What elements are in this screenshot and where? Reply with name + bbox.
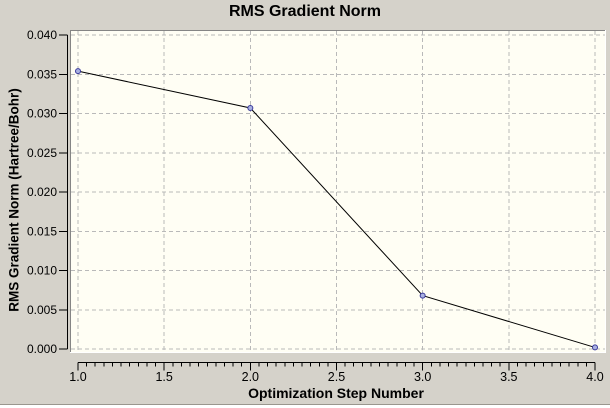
bottom-edge-highlight xyxy=(0,405,610,408)
chart-title: RMS Gradient Norm xyxy=(228,3,381,20)
y-tick-label: 0.040 xyxy=(27,28,57,42)
data-point[interactable] xyxy=(419,292,426,299)
data-point[interactable] xyxy=(592,344,598,351)
y-tick-label: 0.035 xyxy=(27,67,57,81)
y-tick-label: 0.020 xyxy=(27,185,57,199)
y-tick-label: 0.010 xyxy=(27,264,57,278)
plot-border-highlight xyxy=(70,30,606,353)
series-line xyxy=(77,70,596,348)
x-tick-label: 1.5 xyxy=(155,370,172,384)
x-tick-label: 3.0 xyxy=(414,370,431,384)
data-point[interactable] xyxy=(75,68,81,75)
y-tick-label: 0.005 xyxy=(27,303,57,317)
y-tick-label: 0.015 xyxy=(27,224,57,238)
bottom-edge-shadow xyxy=(0,404,610,405)
data-point[interactable] xyxy=(247,105,254,112)
x-axis-title: Optimization Step Number xyxy=(248,385,424,401)
x-tick-label: 2.5 xyxy=(328,370,345,384)
y-tick-label: 0.000 xyxy=(27,342,57,356)
y-tick-label: 0.030 xyxy=(27,107,57,121)
x-tick-label: 4.0 xyxy=(586,370,603,384)
x-tick-label: 2.0 xyxy=(242,370,259,384)
plot-border-shadow xyxy=(70,30,606,353)
y-axis-title: RMS Gradient Norm (Hartree/Bohr) xyxy=(6,88,22,312)
y-tick-label: 0.025 xyxy=(27,146,57,160)
x-tick-label: 1.0 xyxy=(69,370,86,384)
x-tick-label: 3.5 xyxy=(500,370,517,384)
